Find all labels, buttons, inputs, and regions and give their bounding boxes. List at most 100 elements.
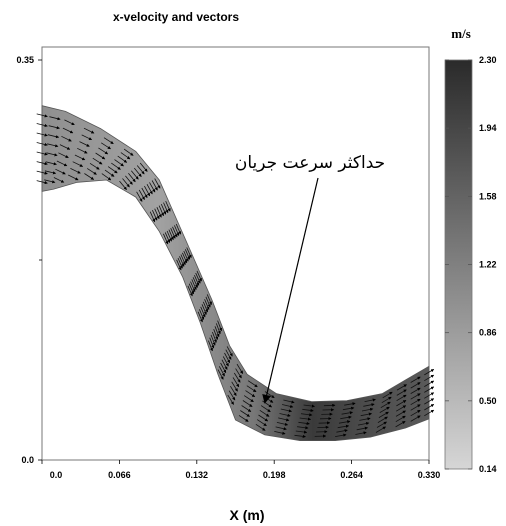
velocity-vector	[119, 180, 127, 191]
velocity-vector	[231, 381, 238, 392]
colorbar-tick-label: 1.58	[479, 191, 497, 201]
velocity-vector	[149, 182, 156, 193]
velocity-vector	[224, 352, 231, 364]
velocity-vector	[344, 402, 356, 406]
velocity-vector	[103, 137, 114, 145]
velocity-vector	[196, 270, 202, 282]
velocity-vector	[36, 142, 48, 147]
velocity-vector	[48, 125, 60, 130]
velocity-vector	[295, 430, 308, 434]
velocity-vector	[47, 134, 60, 139]
velocity-vector	[355, 431, 367, 435]
velocity-vector	[36, 132, 48, 137]
velocity-vector	[144, 185, 151, 197]
velocity-vector	[190, 281, 196, 293]
velocity-vector	[199, 309, 205, 320]
velocity-vector	[233, 372, 241, 383]
velocity-vector	[36, 170, 48, 175]
velocity-vector	[197, 311, 203, 323]
velocity-vector	[378, 411, 389, 418]
velocity-vector	[180, 254, 186, 266]
x-tick-label: 0.066	[108, 470, 131, 480]
velocity-vector	[379, 406, 390, 413]
velocity-vector	[410, 387, 421, 394]
velocity-vector	[228, 390, 236, 401]
velocity-vector	[337, 424, 350, 429]
velocity-vector	[243, 395, 254, 403]
velocity-vector	[49, 116, 61, 121]
velocity-vector	[187, 285, 193, 297]
colorbar-tick-label: 0.50	[479, 396, 497, 406]
velocity-vector	[45, 161, 57, 166]
velocity-vector	[298, 421, 310, 426]
velocity-vector	[122, 178, 130, 188]
velocity-vector	[152, 210, 158, 221]
velocity-vector	[204, 299, 210, 310]
velocity-vector	[236, 363, 244, 374]
velocity-vector	[279, 413, 291, 417]
velocity-vector	[395, 410, 406, 417]
velocity-vector	[341, 411, 354, 415]
velocity-vector	[220, 362, 227, 374]
velocity-vector	[92, 157, 103, 165]
velocity-vector	[215, 323, 221, 335]
velocity-vector	[410, 409, 421, 417]
velocity-vector	[191, 279, 197, 290]
velocity-vector	[359, 417, 371, 421]
velocity-vector	[81, 134, 93, 141]
chart-title: x-velocity and vectors	[113, 10, 239, 24]
velocity-vector	[44, 170, 57, 175]
velocity-vector	[205, 296, 211, 308]
velocity-vector	[424, 409, 435, 417]
velocity-vector	[164, 232, 171, 243]
velocity-vector	[172, 226, 178, 238]
velocity-vector	[44, 179, 56, 184]
velocity-vector	[184, 249, 191, 260]
velocity-vector	[380, 401, 391, 409]
velocity-vector	[36, 151, 48, 156]
velocity-vector	[70, 168, 81, 174]
velocity-vector	[139, 162, 148, 172]
velocity-vector	[206, 294, 212, 305]
velocity-vector	[363, 403, 375, 407]
velocity-vector	[424, 404, 435, 411]
annotation-text: حداکثر سرعت جریان	[235, 153, 385, 173]
velocity-vector	[424, 369, 435, 376]
velocity-vector	[282, 404, 294, 408]
velocity-vector	[342, 406, 355, 411]
velocity-vector	[232, 377, 240, 388]
velocity-vector	[200, 306, 206, 318]
velocity-vector	[260, 405, 271, 413]
velocity-vector	[300, 413, 313, 417]
velocity-vector	[188, 283, 195, 295]
velocity-vector	[120, 152, 131, 160]
velocity-vector	[356, 426, 369, 431]
velocity-vector	[183, 250, 189, 262]
annotation-arrow	[262, 177, 319, 404]
velocity-vector	[141, 187, 148, 199]
velocity-vector	[361, 407, 374, 412]
velocity-vector	[280, 408, 293, 413]
velocity-vector	[201, 304, 207, 315]
velocity-vector	[59, 144, 71, 150]
velocity-vector	[274, 431, 286, 435]
velocity-vector	[247, 380, 258, 388]
velocity-vector	[241, 405, 252, 412]
x-tick-label: 0.198	[263, 470, 286, 480]
velocity-vector	[375, 426, 386, 433]
colorbar-tick-label: 0.86	[479, 328, 497, 338]
velocity-vector	[218, 366, 225, 377]
velocity-vector	[424, 380, 435, 387]
velocity-vector	[146, 184, 153, 195]
colorbar-ticks: 2.30 1.94 1.58 1.22 0.86 0.50 0.14	[445, 55, 497, 474]
velocity-vector	[340, 415, 352, 420]
velocity-vector	[276, 422, 289, 426]
velocity-vector	[424, 374, 435, 382]
velocity-vector	[410, 393, 421, 400]
x-axis-label: X (m)	[230, 507, 265, 523]
velocity-vector	[186, 247, 192, 259]
velocity-vector	[149, 211, 156, 223]
velocity-vector	[47, 143, 59, 148]
x-tick-label: 0.330	[418, 470, 441, 480]
velocity-vector	[83, 127, 95, 134]
